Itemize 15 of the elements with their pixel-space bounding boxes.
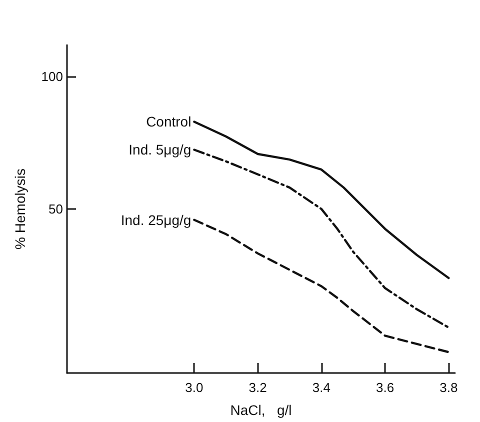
y-axis-title: % Hemolysis — [12, 168, 28, 250]
x-tick-label: 3.2 — [248, 380, 267, 395]
x-tick-label: 3.0 — [185, 380, 204, 395]
line-series — [193, 120, 450, 280]
x-tick-label: 3.8 — [440, 380, 458, 395]
series-label: Ind. 5μg/g — [128, 142, 192, 158]
y-tick-label: 100 — [41, 69, 63, 84]
x-axis-title: NaCl, g/l — [230, 402, 292, 418]
line-series — [193, 218, 450, 354]
series-label: Control — [146, 114, 192, 130]
x-tick-label: 3.4 — [312, 380, 330, 395]
y-tick-label: 50 — [48, 202, 63, 216]
x-tick-label: 3.6 — [376, 380, 394, 395]
line-series — [193, 148, 450, 329]
series-label: Ind. 25μg/g — [120, 212, 192, 228]
